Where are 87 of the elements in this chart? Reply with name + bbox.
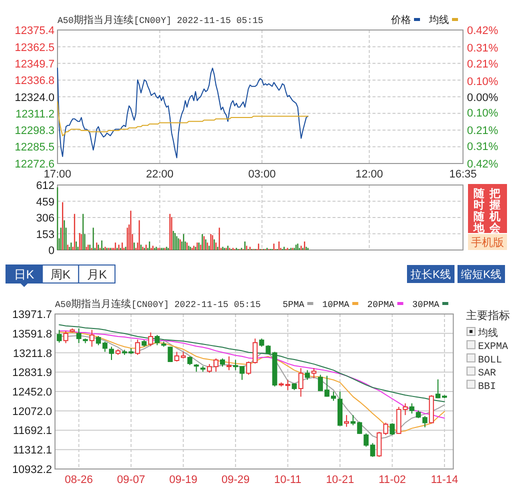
x-tick-label: 11-02 [378,474,406,486]
text: 把握机会 [488,187,502,234]
y-tick-label: 12349.7 [14,58,54,70]
x-tick-label: 11-14 [430,474,458,486]
y-tick-label: 13591.8 [12,328,52,340]
y-tick-label: 12375.4 [14,25,54,37]
line-series [57,68,308,158]
text: BBI [478,382,496,393]
legend-label: 5PMA [282,300,305,310]
line-series [58,324,445,402]
candlestick [409,402,414,414]
candlestick [168,346,173,363]
y-tick-label: 12362.5 [14,42,54,54]
text: 日K [14,268,34,282]
legend-label: 30PMA [412,300,440,310]
candlestick [298,368,304,398]
y-tick-label: 12285.5 [14,142,54,154]
y-tick-label: 12831.9 [12,367,52,380]
y2-tick-label: 0.00% [467,92,498,104]
y-tick-label: 459 [36,196,54,208]
y-tick-label: 153 [36,228,54,241]
y-tick-label: 612 [36,180,54,192]
text: 均线 [477,327,498,340]
y2-tick-label: 0.42% [467,25,498,37]
y2-tick-label: 0.31% [467,141,498,154]
y-tick-label: 0 [48,245,54,257]
y-tick-label: 12311.2 [16,108,54,120]
candlestick [154,334,160,346]
legend-label: 均线 [428,14,449,26]
x-tick-label: 09-19 [169,474,198,486]
y2-tick-label: 0.21% [467,58,498,70]
y-tick-label: 12336.8 [14,75,54,88]
y-tick-label: 306 [36,212,54,224]
y-tick-label: 12072.0 [12,406,52,418]
candlestick [285,379,290,391]
y-tick-label: 12298.3 [14,125,54,138]
candlestick [89,329,94,348]
candlestick [135,339,140,356]
x-tick-label: 03:00 [248,168,276,180]
text: 随时随地 [472,187,486,234]
y2-tick-label: 0.42% [467,158,498,170]
candlestick [108,346,114,360]
chart-title: A50期指当月连续[CN00Y] 2022-11-15 05:15 [55,298,261,311]
candlestick [311,368,316,379]
text: BOLL [478,355,502,366]
x-tick-label: 22:00 [146,168,174,180]
y-tick-label: 13211.8 [13,348,52,360]
y2-tick-label: 0.10% [467,108,498,120]
y2-tick-label: 0.21% [467,125,498,138]
y-tick-label: 12272.6 [14,158,54,170]
y-tick-label: 13971.7 [12,309,52,321]
text: EXPMA [478,342,508,354]
legend-label: 20PMA [367,300,395,310]
y-tick-label: 11692.1 [13,425,52,438]
x-tick-label: 10-11 [274,474,302,486]
text: 周K [50,268,71,282]
text: 缩短K线 [461,268,502,281]
x-tick-label: 10-21 [326,474,354,486]
candlestick [344,414,350,428]
candlestick [76,328,82,344]
candlestick [56,329,62,344]
x-tick-label: 08-26 [64,474,93,486]
candlestick [390,422,395,436]
text: 手机版 [471,236,504,249]
candlestick [226,356,232,371]
x-tick-label: 09-29 [221,474,250,486]
x-tick-label: 09-07 [117,474,146,486]
text: SAR [478,368,496,380]
x-tick-label: 17:00 [44,168,72,180]
x-tick-label: 12:00 [356,168,384,180]
text: 拉长K线 [410,268,451,281]
candlestick [304,370,310,380]
legend-label: 10PMA [322,300,350,310]
x-tick-label: 16:35 [449,168,477,180]
y2-tick-label: 0.31% [467,42,498,54]
text: 月K [86,268,107,282]
legend-label: 价格 [390,14,411,26]
text: 主要指标 [466,309,510,322]
y-tick-label: 12452.0 [12,386,52,398]
y-tick-label: 11312.1 [13,444,52,457]
y2-tick-label: 0.10% [467,76,498,88]
candlestick [148,332,154,347]
y-tick-label: 10932.2 [12,464,52,476]
y-tick-label: 12324.0 [14,92,54,104]
line-series [57,101,308,136]
candlestick [63,330,68,344]
chart-title: A50期指当月连续[CN00Y] 2022-11-15 05:15 [58,14,264,27]
